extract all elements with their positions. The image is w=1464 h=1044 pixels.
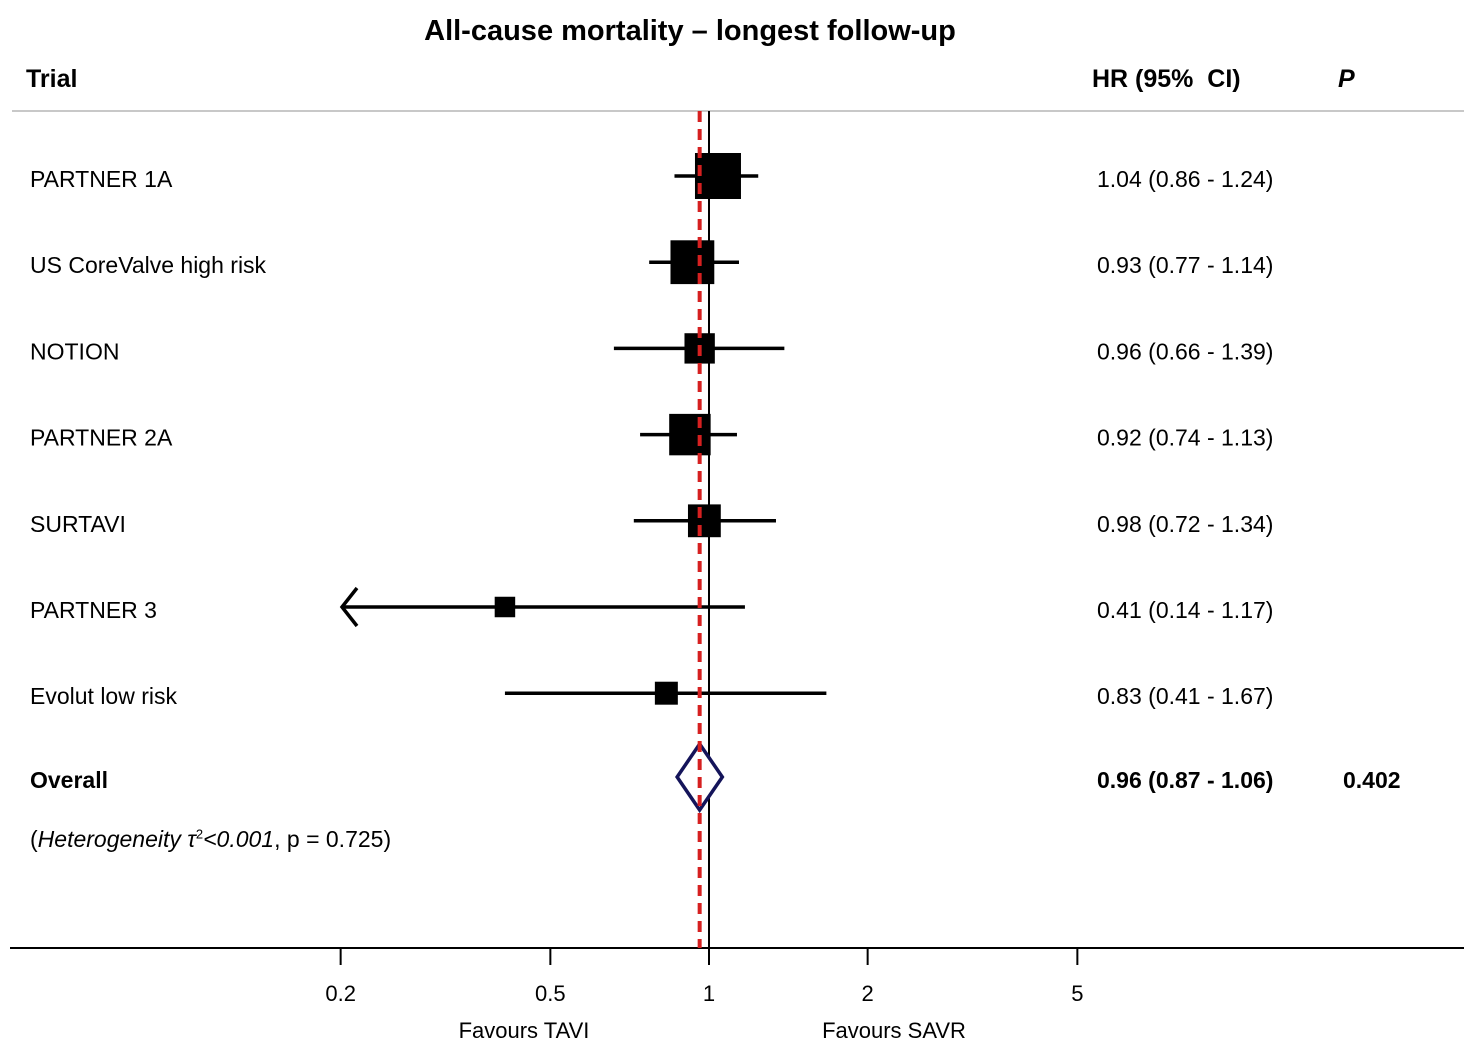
overall-p-value: 0.402 — [1343, 767, 1401, 793]
point-estimate-square — [669, 413, 711, 456]
row-label-trial: PARTNER 3 — [30, 597, 157, 623]
row-label-trial: NOTION — [30, 338, 119, 364]
row-hr-ci-text: 0.92 (0.74 - 1.13) — [1097, 425, 1273, 451]
plot-marks: PARTNER 1A 1.04 (0.86 - 1.24) US CoreValve… — [30, 111, 1401, 1006]
overall-hr-ci-text: 0.96 (0.87 - 1.06) — [1097, 767, 1273, 793]
point-estimate-square — [694, 153, 741, 199]
point-estimate-square — [654, 681, 678, 705]
row-label-trial: PARTNER 1A — [30, 166, 173, 192]
ci-truncation-arrow — [339, 586, 359, 628]
row-hr-ci-text: 0.96 (0.66 - 1.39) — [1097, 338, 1273, 364]
row-hr-ci-text: 0.41 (0.14 - 1.17) — [1097, 597, 1273, 623]
x-tick-label: 2 — [862, 981, 874, 1006]
x-tick-label: 0.2 — [325, 981, 356, 1006]
row-label-trial: SURTAVI — [30, 511, 126, 537]
het-rest: , p = 0.725) — [274, 826, 392, 852]
overall-label: Overall — [30, 767, 108, 793]
row-hr-ci-text: 0.83 (0.41 - 1.67) — [1097, 683, 1273, 709]
favours-right-label: Favours SAVR — [822, 1018, 966, 1043]
het-sup: 2 — [195, 826, 204, 842]
row-hr-ci-text: 0.98 (0.72 - 1.34) — [1097, 511, 1273, 537]
point-estimate-square — [494, 596, 516, 618]
row-hr-ci-text: 0.93 (0.77 - 1.14) — [1097, 252, 1273, 278]
header-hr: HR (95% CI) — [1092, 65, 1241, 93]
x-tick-label: 5 — [1071, 981, 1083, 1006]
chart-title: All-cause mortality – longest follow-up — [424, 15, 956, 47]
row-label-trial: PARTNER 2A — [30, 425, 173, 451]
point-estimate-square — [670, 240, 715, 285]
row-hr-ci-text: 1.04 (0.86 - 1.24) — [1097, 166, 1273, 192]
heterogeneity-note: (Heterogeneity τ2<0.001, p = 0.725) — [30, 826, 391, 853]
x-tick-label: 1 — [703, 981, 715, 1006]
x-tick-label: 0.5 — [535, 981, 566, 1006]
header-trial: Trial — [26, 65, 77, 93]
het-value: <0.001 — [203, 826, 275, 852]
favours-left-label: Favours TAVI — [459, 1018, 590, 1043]
het-open: ( — [30, 826, 38, 852]
point-estimate-square — [687, 504, 721, 538]
het-label: Heterogeneity τ — [37, 826, 196, 852]
header-p: P — [1338, 65, 1355, 93]
row-label-trial: Evolut low risk — [30, 683, 177, 709]
row-label-trial: US CoreValve high risk — [30, 252, 267, 278]
